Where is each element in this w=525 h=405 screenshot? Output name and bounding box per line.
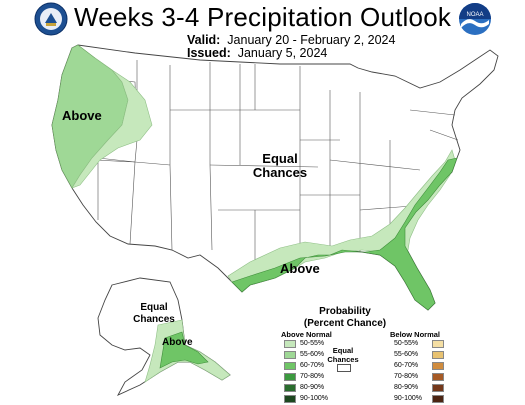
alaska-above-label: Above xyxy=(162,337,193,348)
legend-above-swatch xyxy=(284,362,296,370)
map-title: Weeks 3-4 Precipitation Outlook xyxy=(73,2,452,32)
legend-above-row: 70-80% xyxy=(284,373,354,382)
legend-below-row: 80-90% xyxy=(394,384,464,393)
valid-label: Valid: xyxy=(187,33,221,47)
legend-above-row: 60-70% xyxy=(284,362,354,371)
legend-above-swatch xyxy=(284,351,296,359)
noaa-logo-icon: NOAA xyxy=(458,2,492,36)
legend-below-label: 50-55% xyxy=(394,340,419,347)
legend-above-row: 90-100% xyxy=(284,395,354,404)
gulf-above-label: Above xyxy=(280,261,320,276)
legend-above-label: 50-55% xyxy=(300,340,325,347)
legend-below-swatch xyxy=(432,373,444,381)
legend-below-swatch xyxy=(432,384,444,392)
legend-above-swatch xyxy=(284,384,296,392)
legend-below-swatch xyxy=(432,362,444,370)
legend-above-swatch xyxy=(284,395,296,403)
legend-below-label: 70-80% xyxy=(394,373,419,380)
legend-below-row: 55-60% xyxy=(394,351,464,360)
legend-below-swatch xyxy=(432,351,444,359)
west-above-label: Above xyxy=(62,108,102,123)
legend-above-row: 80-90% xyxy=(284,384,354,393)
legend-below-swatch xyxy=(432,395,444,403)
legend-below-row: 50-55% xyxy=(394,340,464,349)
legend-below-row: 90-100% xyxy=(394,395,464,404)
legend-above-label: 55-60% xyxy=(300,351,325,358)
alaska-above-55-60 xyxy=(159,331,209,369)
issued-label: Issued: xyxy=(187,46,231,60)
legend-above-row: 55-60% xyxy=(284,351,354,360)
issued-date: January 5, 2024 xyxy=(237,46,328,60)
legend-above-row: 50-55% xyxy=(284,340,354,349)
legend-equal-label: Equal Chances xyxy=(327,346,359,364)
alaska-equal-label: Equal Chances xyxy=(133,302,175,325)
legend-above-label: 80-90% xyxy=(300,384,325,391)
legend-below-row: 70-80% xyxy=(394,373,464,382)
svg-text:NOAA: NOAA xyxy=(466,12,483,18)
issued-line: Issued: January 5, 2024 xyxy=(187,46,327,60)
legend-below-row: 60-70% xyxy=(394,362,464,371)
legend-title: Probability (Percent Chance) xyxy=(303,306,387,329)
legend-below-label: 60-70% xyxy=(394,362,419,369)
legend-above-swatch xyxy=(284,373,296,381)
valid-line: Valid: January 20 - February 2, 2024 xyxy=(187,33,395,47)
legend-above-label: 60-70% xyxy=(300,362,325,369)
legend-below-label: 90-100% xyxy=(394,395,423,402)
legend-below-header: Below Normal xyxy=(390,330,441,339)
legend-above-label: 70-80% xyxy=(300,373,325,380)
legend-below-label: 55-60% xyxy=(394,351,419,358)
center-equal-label: Equal Chances xyxy=(252,151,308,180)
legend-above-header: Above Normal xyxy=(281,330,332,339)
legend-equal-swatch xyxy=(337,364,351,372)
legend-below-label: 80-90% xyxy=(394,384,419,391)
gulf-above-55-60 xyxy=(231,157,458,311)
commerce-seal-icon xyxy=(34,2,68,36)
west-above-50-55 xyxy=(71,57,153,189)
legend-above-label: 90-100% xyxy=(300,395,329,402)
legend-below-swatch xyxy=(432,340,444,348)
valid-dates: January 20 - February 2, 2024 xyxy=(227,33,396,47)
legend-above-swatch xyxy=(284,340,296,348)
